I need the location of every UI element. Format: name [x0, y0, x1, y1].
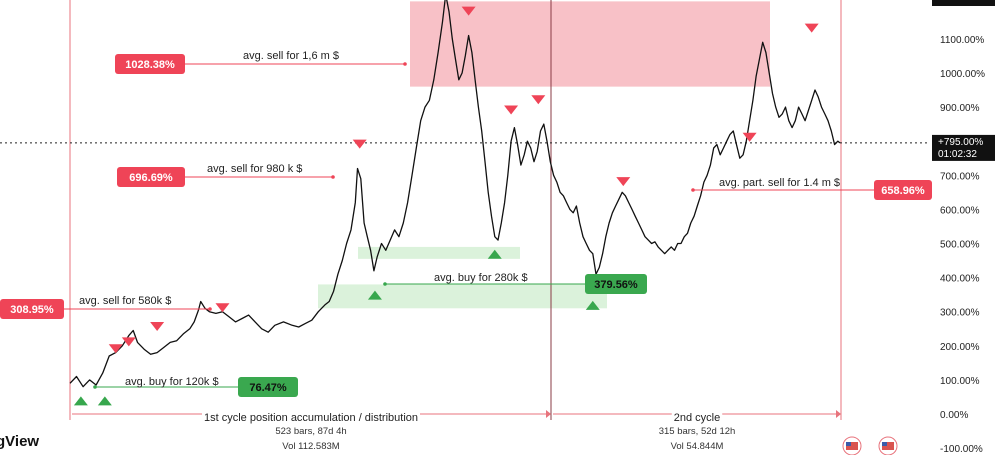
cycle-title: 1st cycle position accumulation / distri… — [204, 412, 418, 424]
y-tick-label: 900.00% — [940, 103, 980, 114]
y-tick-label: 200.00% — [940, 342, 980, 353]
y-tick-label: 400.00% — [940, 274, 980, 285]
cycle-volume: Vol 112.583M — [282, 441, 339, 452]
buy-guide-dot — [93, 385, 97, 389]
flag-icon-canton — [882, 442, 887, 446]
annotation-note: avg. sell for 1,6 m $ — [243, 50, 339, 62]
current-countdown: 01:02:32 — [938, 149, 977, 160]
y-tick-label: 600.00% — [940, 205, 980, 216]
flag-icon — [878, 436, 898, 456]
buy-marker-icon — [367, 290, 382, 300]
annotation-note: avg. sell for 580k $ — [79, 295, 171, 307]
annotation-note: avg. buy for 280k $ — [434, 272, 528, 284]
buy-percent-label: 379.56% — [594, 279, 638, 291]
annotation-note: avg. sell for 980 k $ — [207, 163, 302, 175]
buy-zone — [318, 284, 607, 309]
cycle-volume: Vol 54.844M — [671, 441, 724, 452]
cycle-title: 2nd cycle — [674, 412, 720, 424]
flag-icon-body — [882, 442, 894, 450]
buy-marker-icon — [97, 396, 112, 406]
sell-percent-label-box — [0, 299, 64, 319]
flag-icon — [842, 436, 862, 456]
logo-text: gView — [0, 433, 39, 450]
buy-zone — [358, 246, 520, 259]
sell-percent-label: 696.69% — [129, 172, 173, 184]
cycle-arrow-icon — [836, 410, 841, 418]
flag-icon-body — [846, 442, 858, 450]
sell-percent-label-box — [115, 54, 185, 74]
sell-marker-icon — [150, 322, 165, 332]
sell-marker-icon — [215, 303, 230, 313]
buy-marker-icon — [585, 300, 600, 310]
y-tick-label: 300.00% — [940, 308, 980, 319]
sell-percent-label-box — [117, 167, 185, 187]
sell-guide-dot — [403, 62, 407, 66]
y-tick-label: 500.00% — [940, 240, 980, 251]
y-tick-label: 700.00% — [940, 171, 980, 182]
sell-marker-icon — [352, 139, 367, 149]
y-tick-label: 100.00% — [940, 376, 980, 387]
sell-percent-label: 308.95% — [10, 304, 54, 316]
buy-guide-dot — [383, 282, 387, 286]
cycle-arrow-icon — [546, 410, 551, 418]
y-tick-label: 0.00% — [940, 410, 968, 421]
y-axis: 1100.00%1000.00%900.00%800.00%700.00%600… — [940, 35, 985, 455]
buy-percent-label-box — [238, 377, 298, 397]
buy-percent-label: 76.47% — [249, 382, 287, 394]
sell-marker-icon — [108, 344, 123, 354]
sell-guide-dot — [691, 188, 695, 192]
sell-marker-icon — [804, 23, 819, 33]
buy-marker-icon — [487, 249, 502, 259]
current-value-label: +795.00% — [938, 137, 983, 148]
cycle-title-bg — [202, 412, 420, 424]
price-line — [69, 0, 841, 388]
sell-guide-dot — [331, 175, 335, 179]
cycle-title-bg — [671, 412, 723, 424]
y-tick-label: 1100.00% — [940, 35, 984, 46]
cycle-bars: 315 bars, 52d 12h — [659, 426, 736, 437]
sell-percent-label: 1028.38% — [125, 59, 175, 71]
y-tick-label: 1000.00% — [940, 69, 985, 80]
sell-marker-icon — [504, 105, 519, 115]
sell-marker-icon — [531, 95, 546, 105]
buy-marker-icon — [73, 396, 88, 406]
sell-marker-icon — [461, 6, 476, 16]
current-value-tag — [932, 134, 995, 161]
sell-percent-label: 658.96% — [881, 185, 925, 197]
annotation-note: avg. buy for 120k $ — [125, 376, 219, 388]
sell-marker-icon — [616, 177, 631, 187]
sell-marker-icon — [121, 337, 136, 347]
sell-marker-icon — [742, 132, 757, 142]
top-value-tag — [932, 0, 995, 6]
sell-guide-dot — [208, 307, 212, 311]
sell-percent-label-box — [874, 180, 932, 200]
cycle-bars: 523 bars, 87d 4h — [275, 426, 346, 437]
flag-icon-canton — [846, 442, 851, 446]
annotation-note: avg. part. sell for 1.4 m $ — [719, 177, 840, 189]
buy-percent-label-box — [585, 274, 647, 294]
y-tick-label: -100.00% — [940, 444, 983, 455]
sell-zone — [410, 1, 770, 87]
